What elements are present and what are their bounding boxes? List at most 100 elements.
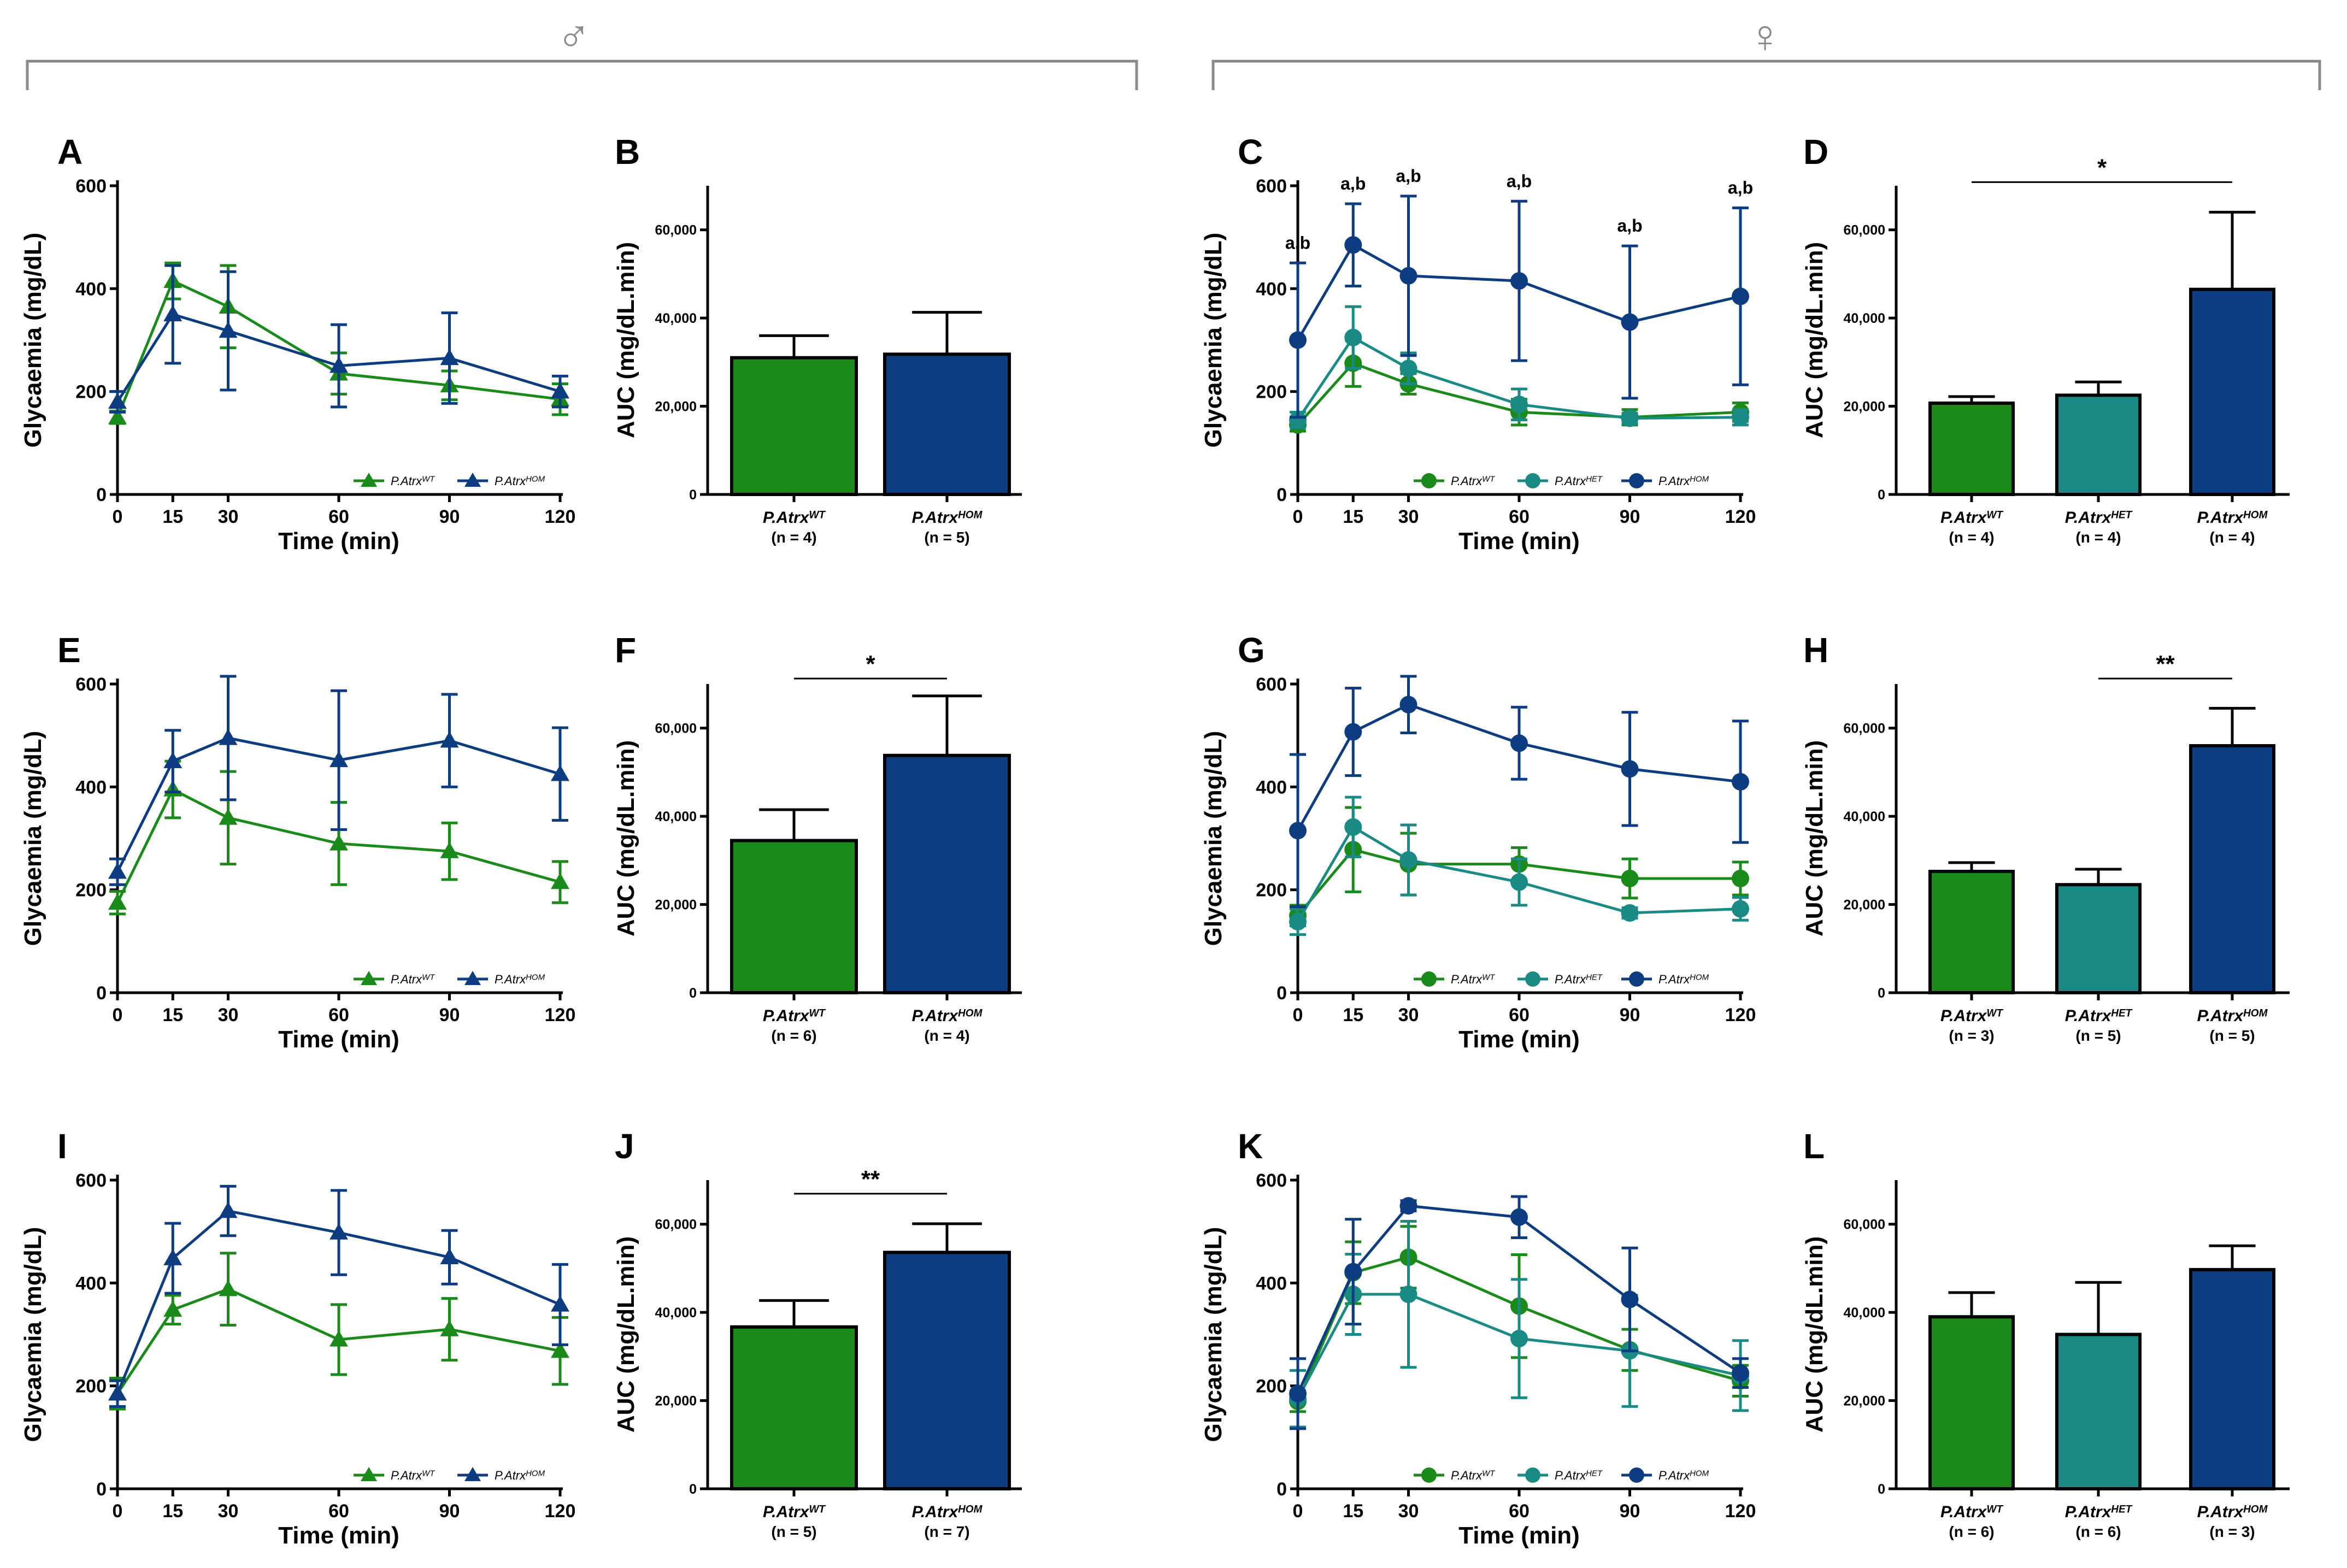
bar-n-h-het: (n = 5)	[2075, 1027, 2121, 1044]
y-tick-label-g-200: 200	[1256, 880, 1287, 901]
bar-label-h-hom: P.AtrxHOM	[2197, 1007, 2268, 1025]
bar-label-f-hom: P.AtrxHOM	[912, 1007, 983, 1025]
data-point-c-het-2	[1399, 359, 1417, 378]
bar-label-d-wt-genotype: WT	[1986, 509, 2003, 521]
x-axis-title-a: Time (min)	[278, 528, 399, 555]
y-axis-title-l: AUC (mg/dL.min)	[1801, 1236, 1828, 1433]
data-point-k-het-3	[1510, 1330, 1528, 1348]
bar-label-h-hom-gene: P.Atrx	[2197, 1007, 2244, 1025]
y-tick-label-c-0: 0	[1277, 485, 1287, 505]
y-axis-title-e: Glycaemia (mg/dL)	[20, 731, 46, 946]
bar-label-d-hom-gene: P.Atrx	[2197, 509, 2244, 527]
x-tick-label-e-0: 0	[113, 1005, 123, 1025]
panel-label-b: B	[615, 132, 640, 172]
legend-label-g-wt: P.AtrxWT	[1451, 972, 1496, 986]
data-point-i-hom-2	[219, 1201, 238, 1218]
bar-j-wt	[730, 1325, 858, 1490]
bar-f-wt	[730, 839, 858, 995]
data-point-k-hom-5	[1732, 1364, 1749, 1382]
series-line-a-wt	[116, 279, 561, 418]
data-point-c-het-4	[1621, 409, 1639, 427]
data-point-a-hom-0	[108, 392, 127, 409]
x-tick-label-e-30: 30	[218, 1005, 239, 1025]
bar-j-hom	[883, 1251, 1011, 1490]
y-tick-label-d-2: 40,000	[1844, 311, 1885, 326]
x-axis-title-k: Time (min)	[1458, 1522, 1580, 1549]
bar-label-l-hom-genotype: HOM	[2243, 1504, 2268, 1515]
bar-n-f-wt: (n = 6)	[771, 1027, 816, 1044]
y-axis-title-g: Glycaemia (mg/dL)	[1200, 731, 1227, 946]
y-tick-label-c-400: 400	[1256, 279, 1287, 299]
panel-label-k: K	[1238, 1127, 1263, 1166]
legend-label-c-wt-gene: P.Atrx	[1451, 474, 1483, 488]
y-tick-label-i-200: 200	[75, 1376, 107, 1397]
legend-label-c-het-gene: P.Atrx	[1555, 474, 1586, 488]
annotation-c-4: a,b	[1617, 216, 1642, 235]
data-point-i-wt-4	[440, 1320, 459, 1336]
legend-marker-g-wt	[1421, 971, 1437, 987]
y-tick-label-l-2: 40,000	[1844, 1305, 1885, 1321]
bar-label-b-wt: P.AtrxWT	[763, 509, 826, 527]
x-tick-label-a-30: 30	[218, 506, 239, 527]
y-tick-label-j-1: 20,000	[655, 1394, 697, 1409]
y-axis-title-j: AUC (mg/dL.min)	[613, 1236, 639, 1433]
y-tick-label-c-600: 600	[1256, 176, 1287, 197]
y-axis-title-f: AUC (mg/dL.min)	[613, 740, 639, 936]
annotation-c-1: a,b	[1340, 174, 1366, 193]
y-tick-label-e-600: 600	[75, 674, 107, 695]
bar-label-d-wt-gene: P.Atrx	[1940, 509, 1987, 527]
data-point-k-hom-4	[1621, 1290, 1639, 1308]
y-axis-title-b: AUC (mg/dL.min)	[613, 242, 639, 438]
data-point-e-hom-5	[551, 764, 569, 781]
y-tick-label-k-600: 600	[1256, 1170, 1287, 1191]
bar-label-j-hom-gene: P.Atrx	[912, 1503, 959, 1521]
x-tick-label-i-15: 15	[162, 1501, 183, 1522]
data-point-g-hom-3	[1510, 734, 1528, 752]
legend-label-k-wt-genotype: WT	[1482, 1469, 1496, 1478]
bar-n-d-het: (n = 4)	[2075, 529, 2121, 546]
legend-label-g-wt-genotype: WT	[1482, 972, 1496, 982]
bar-d-wt	[1928, 401, 2015, 497]
legend-label-a-hom: P.AtrxHOM	[495, 474, 545, 488]
y-tick-label-j-3: 60,000	[655, 1217, 697, 1233]
data-point-g-hom-4	[1621, 760, 1639, 778]
x-tick-label-g-60: 60	[1509, 1005, 1530, 1025]
significance-label-h-0: **	[2156, 651, 2175, 677]
annotation-c-0: a,b	[1285, 233, 1310, 252]
legend-marker-c-hom	[1629, 473, 1644, 488]
bar-label-l-het-gene: P.Atrx	[2065, 1503, 2112, 1521]
male-bracket-line	[26, 60, 1138, 90]
legend-label-e-hom-gene: P.Atrx	[495, 972, 526, 986]
y-tick-label-a-200: 200	[75, 382, 107, 403]
legend-marker-k-hom	[1629, 1467, 1644, 1483]
panel-label-l: L	[1803, 1127, 1825, 1166]
data-point-e-wt-3	[330, 834, 348, 851]
y-tick-label-a-0: 0	[96, 485, 107, 505]
series-line-e-wt	[116, 787, 561, 904]
legend-label-g-hom-gene: P.Atrx	[1658, 972, 1690, 986]
data-point-g-hom-1	[1344, 723, 1362, 741]
bar-n-d-hom: (n = 4)	[2209, 529, 2255, 546]
x-tick-label-c-120: 120	[1725, 506, 1756, 527]
y-tick-label-j-2: 40,000	[655, 1305, 697, 1321]
x-tick-label-c-90: 90	[1620, 506, 1640, 527]
data-point-g-het-0	[1289, 913, 1307, 931]
panel-label-i: I	[57, 1127, 67, 1166]
y-tick-label-f-3: 60,000	[655, 721, 697, 736]
legend-label-c-hom: P.AtrxHOM	[1658, 474, 1709, 488]
x-tick-label-c-0: 0	[1293, 506, 1303, 527]
y-axis-title-h: AUC (mg/dL.min)	[1801, 740, 1828, 936]
x-tick-label-i-30: 30	[218, 1501, 239, 1522]
bar-n-b-hom: (n = 5)	[924, 529, 969, 546]
x-axis-title-g: Time (min)	[1458, 1026, 1580, 1053]
data-point-c-hom-0	[1289, 331, 1307, 349]
bar-label-d-hom-genotype: HOM	[2243, 509, 2268, 521]
panel-label-g: G	[1238, 630, 1265, 670]
x-tick-label-g-90: 90	[1620, 1005, 1640, 1025]
annotation-c-2: a,b	[1396, 166, 1421, 186]
y-tick-label-l-3: 60,000	[1844, 1217, 1885, 1233]
bar-label-b-hom-gene: P.Atrx	[912, 509, 959, 527]
x-tick-label-g-30: 30	[1398, 1005, 1419, 1025]
legend-label-k-het: P.AtrxHET	[1555, 1469, 1603, 1482]
data-point-i-hom-4	[440, 1248, 459, 1264]
